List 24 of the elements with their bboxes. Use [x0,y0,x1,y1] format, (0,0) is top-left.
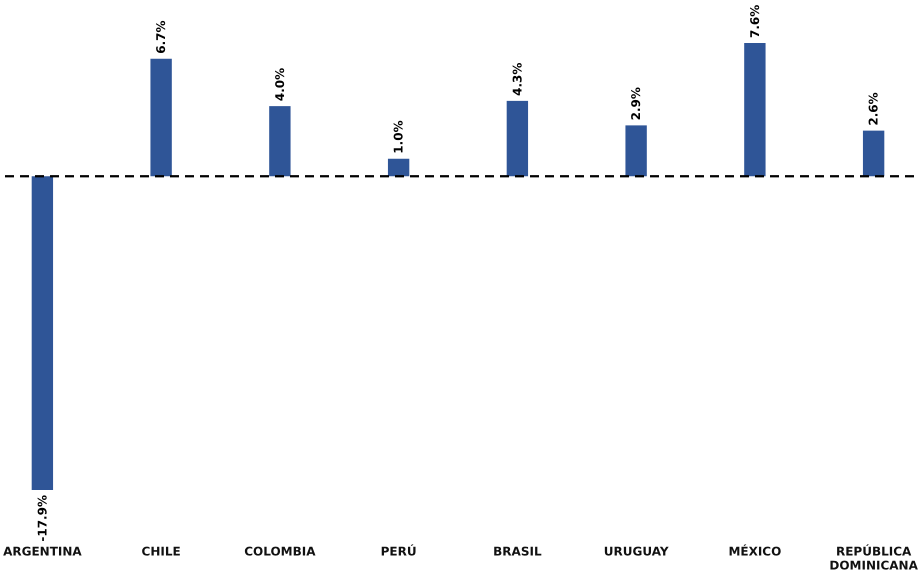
x-tick-label: COLOMBIA [244,544,316,558]
data-label: 4.0% [272,68,287,102]
x-tick-label: PERÚ [380,544,417,558]
data-label: 2.6% [866,92,881,126]
data-label: 6.7% [154,20,168,54]
x-tick-label: CHILE [142,544,181,558]
x-tick-label: MÉXICO [728,544,782,558]
bar [388,158,410,176]
x-tick-label: ARGENTINA [3,544,82,558]
bar [269,106,291,176]
bar [32,176,54,490]
x-tick-label: BRASIL [493,544,542,558]
bar [150,58,172,176]
x-tick-label: URUGUAY [604,544,669,558]
bar [744,43,766,176]
bar [506,100,528,176]
data-label: 2.9% [629,87,644,120]
data-label: 1.0% [392,120,406,154]
data-label: 4.3% [510,62,524,96]
x-tick-label: REPÚBLICA DOMINICANA [829,544,918,572]
bar [862,130,884,176]
data-label: -17.9% [35,495,50,542]
data-label: 7.6% [748,4,762,38]
bar [625,125,647,176]
